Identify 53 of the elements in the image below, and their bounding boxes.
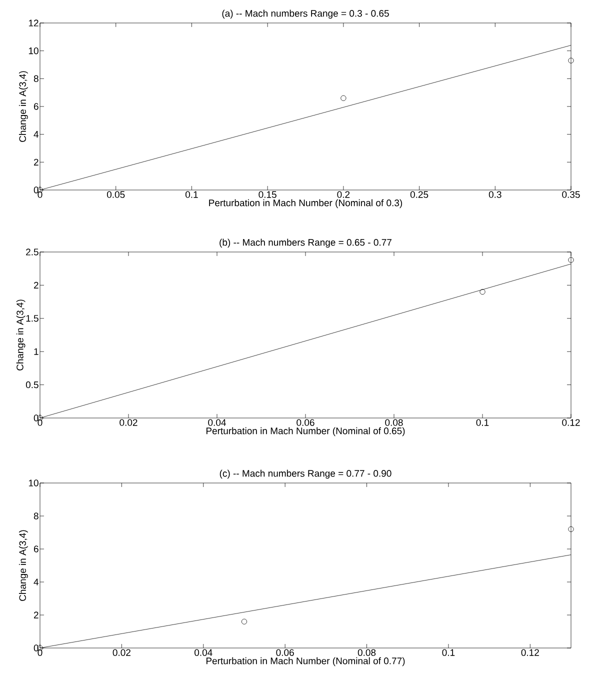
point bbox=[480, 289, 486, 295]
y-tick-label: 2 bbox=[34, 282, 38, 289]
x-tick-label: 0.06 bbox=[296, 419, 314, 426]
chart-title: (c) -- Mach numbers Range = 0.77 - 0.90 bbox=[220, 470, 392, 479]
x-tick-label: 0.12 bbox=[521, 649, 539, 656]
x-tick-label: 0.15 bbox=[258, 191, 276, 198]
y-tick-label: 1.5 bbox=[26, 315, 38, 322]
chart-title: (a) -- Mach numbers Range = 0.3 - 0.65 bbox=[222, 10, 389, 19]
x-tick-label: 0.35 bbox=[562, 191, 580, 198]
x-tick-label: 0.05 bbox=[106, 191, 125, 198]
y-axis-title: Change in A(3,4) bbox=[19, 530, 28, 601]
y-axis-title: Change in A(3,4) bbox=[19, 71, 28, 142]
x-axis-title: Perturbation in Mach Number (Nominal of 0.3) bbox=[209, 199, 402, 208]
y-tick-label: 4 bbox=[34, 131, 39, 138]
x-tick-label: 0.1 bbox=[476, 419, 489, 426]
x-tick-label: 0.2 bbox=[337, 191, 350, 198]
y-tick-label: 6 bbox=[34, 546, 38, 552]
point bbox=[568, 526, 574, 532]
chart-title: (b) -- Mach numbers Range = 0.65 - 0.77 bbox=[220, 238, 392, 248]
y-tick-label: 0 bbox=[34, 414, 38, 422]
x-axis-title: Perturbation in Mach Number (Nominal of 0.65) bbox=[206, 427, 405, 436]
y-tick-label: 0.5 bbox=[26, 381, 38, 388]
x-tick-label: 0.12 bbox=[562, 419, 580, 426]
y-tick-label: 4 bbox=[34, 578, 39, 586]
y-tick-label: 12 bbox=[28, 20, 38, 26]
y-tick-label: 2 bbox=[34, 612, 38, 618]
y-tick-label: 6 bbox=[34, 103, 38, 110]
x-tick-label: 0.08 bbox=[385, 419, 403, 426]
x-tick-label: 0.04 bbox=[208, 419, 226, 426]
x-tick-label: 0.06 bbox=[276, 649, 294, 656]
x-tick-label: 0.04 bbox=[194, 649, 212, 656]
x-tick-label: 0.02 bbox=[120, 419, 138, 426]
x-axis-title: Perturbation in Mach Number (Nominal of 0.77) bbox=[206, 657, 405, 666]
point bbox=[568, 257, 574, 263]
point bbox=[340, 95, 346, 101]
point bbox=[241, 618, 248, 624]
y-tick-label: 1 bbox=[34, 348, 38, 355]
y-tick-label: 8 bbox=[34, 512, 38, 520]
y-tick-label: 10 bbox=[28, 480, 38, 486]
x-tick-label: 0.25 bbox=[410, 191, 428, 198]
y-tick-label: 8 bbox=[34, 75, 38, 82]
x-tick-label: 0.3 bbox=[488, 191, 502, 198]
y-tick-label: 10 bbox=[28, 47, 38, 54]
y-tick-label: 2.5 bbox=[26, 248, 38, 256]
y-tick-label: 2 bbox=[34, 158, 38, 166]
y-axis-title: Change in A(3,4) bbox=[16, 300, 26, 370]
x-tick-label: 0.1 bbox=[442, 649, 455, 656]
point bbox=[568, 58, 574, 64]
x-tick-label: 0.02 bbox=[112, 649, 130, 656]
y-tick-label: 0 bbox=[34, 186, 38, 194]
x-tick-label: 0.1 bbox=[185, 191, 198, 198]
x-tick-label: 0.08 bbox=[358, 649, 376, 656]
y-tick-label: 0 bbox=[34, 644, 38, 652]
